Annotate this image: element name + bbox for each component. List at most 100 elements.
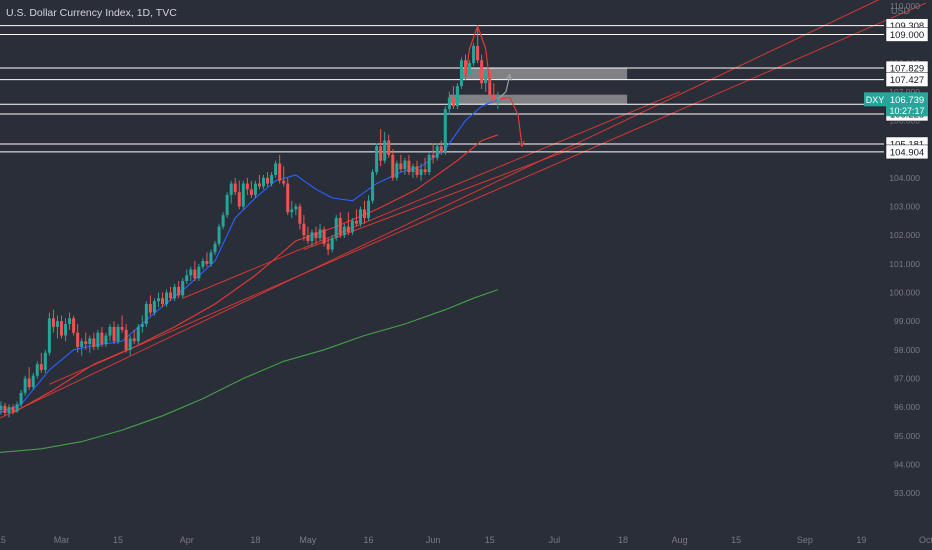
candle-body xyxy=(298,206,302,224)
x-tick-label: 19 xyxy=(856,535,866,545)
x-tick-label: 16 xyxy=(364,535,374,545)
candle-body xyxy=(193,269,197,279)
x-tick-label: Jul xyxy=(549,535,561,545)
candle-body xyxy=(68,318,72,325)
candle-body xyxy=(476,45,480,61)
level-tag xyxy=(885,27,929,42)
price-tag-price: 106.739 xyxy=(890,95,924,106)
candle-body xyxy=(43,352,47,370)
moving-averages xyxy=(0,99,499,454)
candle-body xyxy=(371,172,375,201)
arrow-head xyxy=(505,73,513,81)
candle-body xyxy=(60,321,63,336)
candle-body xyxy=(367,200,371,218)
candle-body xyxy=(411,166,415,173)
level-tag-text: 107.427 xyxy=(890,75,924,86)
candle-body xyxy=(189,269,193,276)
candle-body xyxy=(274,163,278,175)
candle-body xyxy=(358,209,362,224)
y-tick-label: 100.000 xyxy=(889,288,920,298)
y-tick-label: 97.000 xyxy=(894,374,920,384)
y-tick-label: 103.000 xyxy=(889,202,920,212)
trendline xyxy=(303,142,587,250)
candle-body xyxy=(19,392,23,405)
candle-body xyxy=(253,183,257,196)
candle-body xyxy=(459,60,463,87)
price-tag-bg xyxy=(886,92,928,117)
candle-body xyxy=(302,223,306,236)
top-arc xyxy=(464,24,491,84)
candle-body xyxy=(427,154,431,173)
supply-demand-zone xyxy=(449,94,628,105)
y-tick-label: 110.000 xyxy=(890,1,920,11)
candle-body xyxy=(205,260,209,264)
candle-body xyxy=(480,60,484,84)
candle-body xyxy=(128,338,132,350)
candle-body xyxy=(468,63,472,75)
candle-body xyxy=(395,163,399,178)
candle-body xyxy=(282,180,286,184)
candle-body xyxy=(55,321,59,327)
candle-body xyxy=(241,183,245,207)
candles xyxy=(0,26,500,418)
level-tag-text: 109.308 xyxy=(890,21,924,32)
candle-body xyxy=(435,146,439,158)
drawings xyxy=(464,24,525,148)
candle-body xyxy=(221,215,225,227)
y-tick-label: 101.000 xyxy=(889,259,920,269)
candle-body xyxy=(112,326,116,342)
horizontal-levels xyxy=(0,25,884,153)
candle-body xyxy=(330,238,334,250)
candle-body xyxy=(140,324,144,327)
moving-average-line xyxy=(12,134,498,414)
candle-body xyxy=(245,183,249,190)
candle-body xyxy=(181,281,185,296)
x-axis[interactable]: 15 Mar 15 Apr 18 May 16 Jun 15 Jul 18 Aug 15 Sep 19 Oct xyxy=(0,535,932,545)
candle-body xyxy=(403,160,407,170)
x-tick-label: 18 xyxy=(618,535,628,545)
level-tag xyxy=(885,72,929,87)
candle-body xyxy=(0,405,3,411)
candle-body xyxy=(262,177,265,187)
candle-body xyxy=(419,169,423,175)
level-tag xyxy=(885,144,929,160)
trendline xyxy=(182,91,680,299)
y-tick-label: 99.000 xyxy=(894,316,920,326)
candle-body xyxy=(104,335,108,345)
candle-body xyxy=(209,252,213,264)
candle-body xyxy=(306,235,310,241)
candle-body xyxy=(286,183,290,213)
price-tag-countdown: 10:27:17 xyxy=(889,106,924,116)
candle-body xyxy=(76,332,80,347)
price-tag: DXY 106.739 10:27:17 xyxy=(864,92,928,117)
candle-body xyxy=(120,326,124,330)
candle-body xyxy=(443,109,447,153)
candle-body xyxy=(213,243,217,253)
candle-body xyxy=(177,286,181,296)
supply-demand-zone xyxy=(461,68,628,80)
candle-body xyxy=(237,192,241,207)
candle-body xyxy=(375,146,379,173)
candle-body xyxy=(334,217,338,239)
candle-body xyxy=(201,260,205,267)
y-tick-label: 93.000 xyxy=(894,488,920,498)
candle-body xyxy=(23,378,27,393)
candle-body xyxy=(7,407,11,413)
candle-body xyxy=(165,292,169,304)
candle-body xyxy=(326,243,330,250)
candle-body xyxy=(257,183,261,187)
zones xyxy=(449,68,628,105)
candle-body xyxy=(225,195,229,216)
symbol-tag-text: DXY xyxy=(866,95,885,105)
x-tick-label: 15 xyxy=(113,535,123,545)
x-tick-label: May xyxy=(299,535,317,545)
candle-body xyxy=(156,298,160,302)
candle-body xyxy=(314,232,318,239)
y-axis[interactable]: 110.000109.000108.000107.000106.000105.0… xyxy=(889,1,920,498)
projection-arrow xyxy=(497,74,511,100)
y-tick-label: 96.000 xyxy=(894,402,920,412)
candle-body xyxy=(455,86,459,107)
candle-body xyxy=(310,232,314,241)
candle-body xyxy=(51,318,55,327)
